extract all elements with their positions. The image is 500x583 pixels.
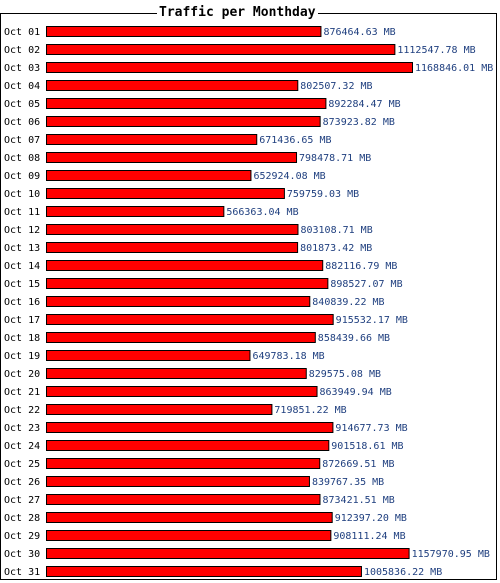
- category-label: Oct 18: [4, 333, 40, 344]
- bar: [46, 314, 334, 325]
- bar: [46, 296, 311, 307]
- value-label: 839767.35 MB: [312, 477, 384, 488]
- bar: [46, 98, 327, 109]
- category-label: Oct 19: [4, 351, 40, 362]
- category-label: Oct 07: [4, 135, 40, 146]
- bar: [46, 368, 307, 379]
- category-label: Oct 16: [4, 297, 40, 308]
- category-label: Oct 14: [4, 261, 40, 272]
- value-label: 882116.79 MB: [325, 261, 397, 272]
- value-label: 1168846.01 MB: [415, 63, 493, 74]
- bar: [46, 548, 410, 559]
- category-label: Oct 24: [4, 441, 40, 452]
- value-label: 652924.08 MB: [253, 171, 325, 182]
- bar: [46, 332, 316, 343]
- bar: [46, 188, 285, 199]
- category-label: Oct 22: [4, 405, 40, 416]
- bar: [46, 26, 322, 37]
- value-label: 912397.20 MB: [335, 513, 407, 524]
- value-label: 898527.07 MB: [330, 279, 402, 290]
- bar: [46, 62, 413, 73]
- bar: [46, 170, 252, 181]
- category-label: Oct 17: [4, 315, 40, 326]
- category-label: Oct 25: [4, 459, 40, 470]
- category-label: Oct 28: [4, 513, 40, 524]
- category-label: Oct 10: [4, 189, 40, 200]
- bar: [46, 494, 321, 505]
- value-label: 803108.71 MB: [300, 225, 372, 236]
- bar: [46, 80, 299, 91]
- value-label: 1157970.95 MB: [412, 549, 490, 560]
- category-label: Oct 29: [4, 531, 40, 542]
- value-label: 798478.71 MB: [299, 153, 371, 164]
- bar: [46, 224, 299, 235]
- category-label: Oct 12: [4, 225, 40, 236]
- category-label: Oct 05: [4, 99, 40, 110]
- bar: [46, 152, 298, 163]
- value-label: 566363.04 MB: [226, 207, 298, 218]
- bar: [46, 260, 324, 271]
- category-label: Oct 06: [4, 117, 40, 128]
- value-label: 801873.42 MB: [300, 243, 372, 254]
- value-label: 873923.82 MB: [323, 117, 395, 128]
- category-label: Oct 26: [4, 477, 40, 488]
- value-label: 915532.17 MB: [336, 315, 408, 326]
- value-label: 840839.22 MB: [312, 297, 384, 308]
- category-label: Oct 27: [4, 495, 40, 506]
- value-label: 901518.61 MB: [331, 441, 403, 452]
- category-label: Oct 09: [4, 171, 40, 182]
- bar: [46, 242, 299, 253]
- category-label: Oct 30: [4, 549, 40, 560]
- value-label: 873421.51 MB: [322, 495, 394, 506]
- bar: [46, 206, 225, 217]
- value-label: 858439.66 MB: [318, 333, 390, 344]
- bar: [46, 530, 332, 541]
- bar: [46, 458, 321, 469]
- bar: [46, 566, 362, 577]
- category-label: Oct 01: [4, 27, 40, 38]
- bar: [46, 512, 333, 523]
- category-label: Oct 11: [4, 207, 40, 218]
- value-label: 872669.51 MB: [322, 459, 394, 470]
- category-label: Oct 23: [4, 423, 40, 434]
- value-label: 892284.47 MB: [328, 99, 400, 110]
- category-label: Oct 13: [4, 243, 40, 254]
- bar: [46, 134, 258, 145]
- value-label: 649783.18 MB: [252, 351, 324, 362]
- value-label: 1112547.78 MB: [397, 45, 475, 56]
- bar: [46, 386, 318, 397]
- value-label: 863949.94 MB: [320, 387, 392, 398]
- bar: [46, 476, 310, 487]
- value-label: 876464.63 MB: [323, 27, 395, 38]
- category-label: Oct 31: [4, 567, 40, 578]
- bar: [46, 350, 251, 361]
- category-label: Oct 03: [4, 63, 40, 74]
- bar: [46, 404, 273, 415]
- value-label: 671436.65 MB: [259, 135, 331, 146]
- bar: [46, 440, 330, 451]
- bar: [46, 116, 321, 127]
- category-label: Oct 08: [4, 153, 40, 164]
- category-label: Oct 15: [4, 279, 40, 290]
- category-label: Oct 21: [4, 387, 40, 398]
- bar: [46, 44, 396, 55]
- value-label: 802507.32 MB: [300, 81, 372, 92]
- bar: [46, 422, 334, 433]
- value-label: 759759.03 MB: [287, 189, 359, 200]
- value-label: 908111.24 MB: [333, 531, 405, 542]
- category-label: Oct 02: [4, 45, 40, 56]
- bar: [46, 278, 329, 289]
- category-label: Oct 04: [4, 81, 40, 92]
- value-label: 914677.73 MB: [335, 423, 407, 434]
- value-label: 719851.22 MB: [274, 405, 346, 416]
- value-label: 1005836.22 MB: [364, 567, 442, 578]
- value-label: 829575.08 MB: [309, 369, 381, 380]
- category-label: Oct 20: [4, 369, 40, 380]
- chart-title: Traffic per Monthday: [157, 4, 318, 22]
